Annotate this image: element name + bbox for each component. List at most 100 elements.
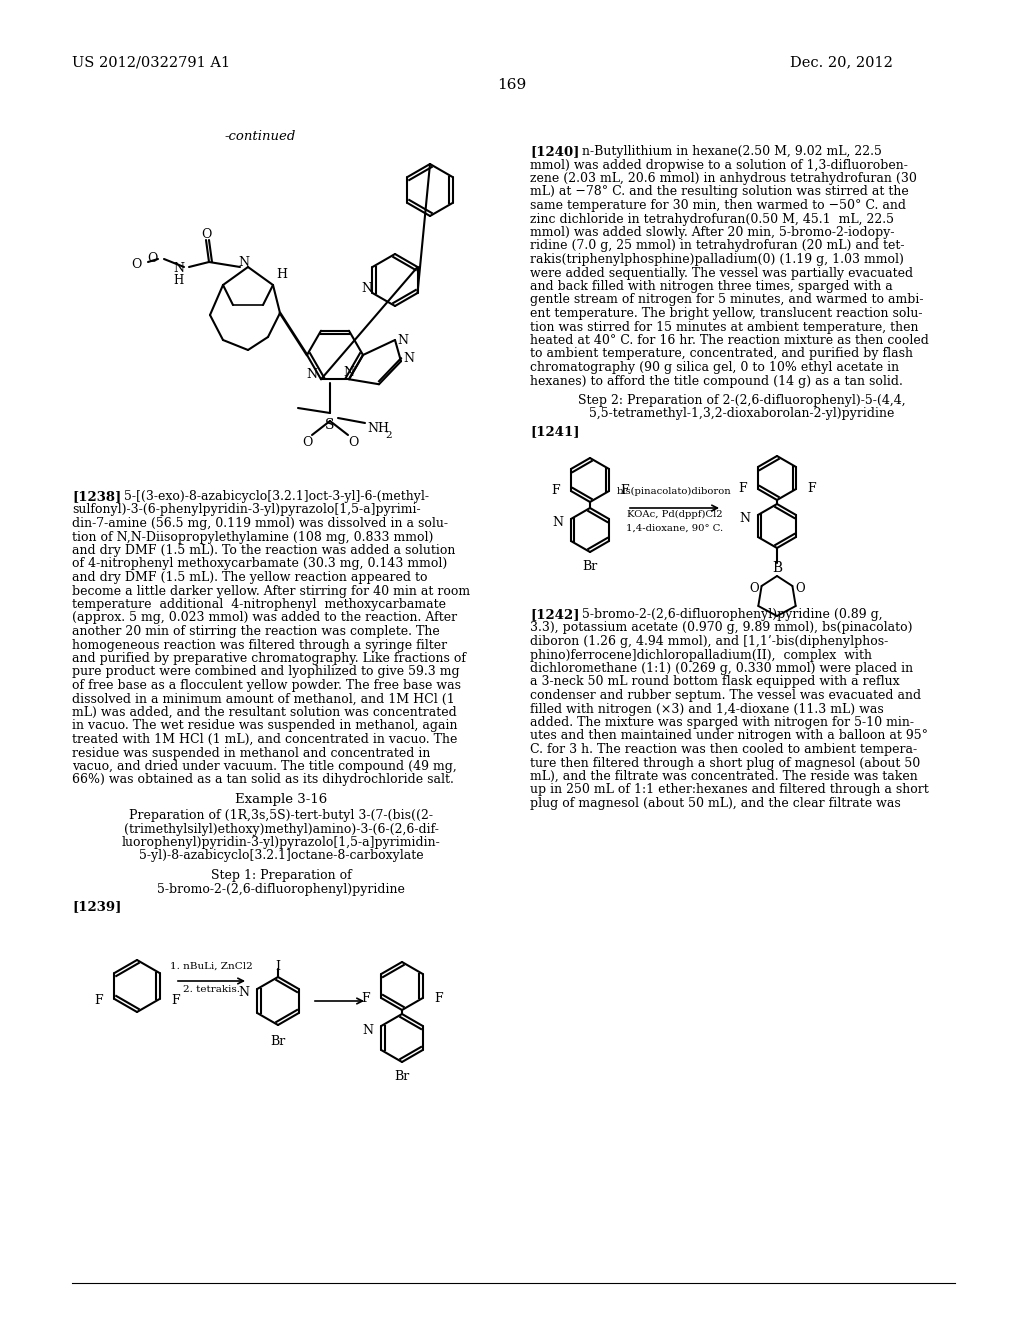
Text: plug of magnesol (about 50 mL), and the clear filtrate was: plug of magnesol (about 50 mL), and the … bbox=[530, 797, 901, 810]
Text: C. for 3 h. The reaction was then cooled to ambient tempera-: C. for 3 h. The reaction was then cooled… bbox=[530, 743, 918, 756]
Text: utes and then maintained under nitrogen with a balloon at 95°: utes and then maintained under nitrogen … bbox=[530, 730, 928, 742]
Text: ridine (7.0 g, 25 mmol) in tetrahydrofuran (20 mL) and tet-: ridine (7.0 g, 25 mmol) in tetrahydrofur… bbox=[530, 239, 904, 252]
Text: N: N bbox=[361, 281, 372, 294]
Text: (trimethylsilyl)ethoxy)methyl)amino)-3-(6-(2,6-dif-: (trimethylsilyl)ethoxy)methyl)amino)-3-(… bbox=[124, 822, 438, 836]
Text: added. The mixture was sparged with nitrogen for 5-10 min-: added. The mixture was sparged with nitr… bbox=[530, 715, 914, 729]
Text: mL), and the filtrate was concentrated. The reside was taken: mL), and the filtrate was concentrated. … bbox=[530, 770, 918, 783]
Text: to ambient temperature, concentrated, and purified by flash: to ambient temperature, concentrated, an… bbox=[530, 347, 913, 360]
Text: Br: Br bbox=[270, 1035, 286, 1048]
Text: 5-bromo-2-(2,6-difluorophenyl)pyridine: 5-bromo-2-(2,6-difluorophenyl)pyridine bbox=[157, 883, 404, 895]
Text: of free base as a flocculent yellow powder. The free base was: of free base as a flocculent yellow powd… bbox=[72, 678, 461, 692]
Text: F: F bbox=[620, 483, 629, 496]
Text: N: N bbox=[362, 1023, 373, 1036]
Text: F: F bbox=[551, 483, 560, 496]
Text: N: N bbox=[343, 366, 354, 379]
Text: sulfonyl)-3-(6-phenylpyridin-3-yl)pyrazolo[1,5-a]pyrimi-: sulfonyl)-3-(6-phenylpyridin-3-yl)pyrazo… bbox=[72, 503, 421, 516]
Text: N: N bbox=[552, 516, 563, 528]
Text: a 3-neck 50 mL round bottom flask equipped with a reflux: a 3-neck 50 mL round bottom flask equipp… bbox=[530, 676, 900, 689]
Text: tion of N,N-Diisopropylethylamine (108 mg, 0.833 mmol): tion of N,N-Diisopropylethylamine (108 m… bbox=[72, 531, 433, 544]
Text: [1238]: [1238] bbox=[72, 490, 121, 503]
Text: (approx. 5 mg, 0.023 mmol) was added to the reaction. After: (approx. 5 mg, 0.023 mmol) was added to … bbox=[72, 611, 457, 624]
Text: O: O bbox=[749, 582, 759, 594]
Text: B: B bbox=[772, 561, 782, 576]
Text: 1. nBuLi, ZnCl2: 1. nBuLi, ZnCl2 bbox=[170, 962, 253, 972]
Text: dichloromethane (1:1) (0.269 g, 0.330 mmol) were placed in: dichloromethane (1:1) (0.269 g, 0.330 mm… bbox=[530, 663, 913, 675]
Text: in vacuo. The wet residue was suspended in methanol, again: in vacuo. The wet residue was suspended … bbox=[72, 719, 458, 733]
Text: 5,5-tetramethyl-1,3,2-dioxaborolan-2-yl)pyridine: 5,5-tetramethyl-1,3,2-dioxaborolan-2-yl)… bbox=[590, 408, 895, 421]
Text: 5-yl)-8-azabicyclo[3.2.1]octane-8-carboxylate: 5-yl)-8-azabicyclo[3.2.1]octane-8-carbox… bbox=[138, 850, 423, 862]
Text: Br: Br bbox=[394, 1071, 410, 1082]
Text: bis(pinacolato)diboron: bis(pinacolato)diboron bbox=[617, 487, 732, 496]
Text: N: N bbox=[239, 256, 250, 268]
Text: NH: NH bbox=[367, 421, 389, 434]
Text: [1240]: [1240] bbox=[530, 145, 580, 158]
Text: F: F bbox=[94, 994, 103, 1006]
Text: zinc dichloride in tetrahydrofuran(0.50 M, 45.1  mL, 22.5: zinc dichloride in tetrahydrofuran(0.50 … bbox=[530, 213, 894, 226]
Text: ent temperature. The bright yellow, translucent reaction solu-: ent temperature. The bright yellow, tran… bbox=[530, 308, 923, 319]
Text: gentle stream of nitrogen for 5 minutes, and warmed to ambi-: gentle stream of nitrogen for 5 minutes,… bbox=[530, 293, 924, 306]
Text: filled with nitrogen (×3) and 1,4-dioxane (11.3 mL) was: filled with nitrogen (×3) and 1,4-dioxan… bbox=[530, 702, 884, 715]
Text: 3.3), potassium acetate (0.970 g, 9.89 mmol), bs(pinacolato): 3.3), potassium acetate (0.970 g, 9.89 m… bbox=[530, 622, 912, 635]
Text: Dec. 20, 2012: Dec. 20, 2012 bbox=[790, 55, 893, 69]
Text: Preparation of (1R,3s,5S)-tert-butyl 3-(7-(bis((2-: Preparation of (1R,3s,5S)-tert-butyl 3-(… bbox=[129, 809, 433, 822]
Text: F: F bbox=[361, 991, 370, 1005]
Text: and dry DMF (1.5 mL). To the reaction was added a solution: and dry DMF (1.5 mL). To the reaction wa… bbox=[72, 544, 456, 557]
Text: H: H bbox=[174, 273, 184, 286]
Text: O: O bbox=[147, 252, 158, 265]
Text: N: N bbox=[238, 986, 249, 999]
Text: Br: Br bbox=[583, 560, 598, 573]
Text: Step 1: Preparation of: Step 1: Preparation of bbox=[211, 869, 351, 882]
Text: F: F bbox=[807, 482, 816, 495]
Text: mL) at −78° C. and the resulting solution was stirred at the: mL) at −78° C. and the resulting solutio… bbox=[530, 186, 908, 198]
Text: US 2012/0322791 A1: US 2012/0322791 A1 bbox=[72, 55, 230, 69]
Text: O: O bbox=[132, 257, 142, 271]
Text: 5-bromo-2-(2,6-difluorophenyl)pyridine (0.89 g,: 5-bromo-2-(2,6-difluorophenyl)pyridine (… bbox=[582, 609, 883, 620]
Text: [1239]: [1239] bbox=[72, 900, 122, 913]
Text: luorophenyl)pyridin-3-yl)pyrazolo[1,5-a]pyrimidin-: luorophenyl)pyridin-3-yl)pyrazolo[1,5-a]… bbox=[122, 836, 440, 849]
Text: chromatography (90 g silica gel, 0 to 10% ethyl acetate in: chromatography (90 g silica gel, 0 to 10… bbox=[530, 360, 899, 374]
Text: of 4-nitrophenyl methoxycarbamate (30.3 mg, 0.143 mmol): of 4-nitrophenyl methoxycarbamate (30.3 … bbox=[72, 557, 447, 570]
Text: diboron (1.26 g, 4.94 mmol), and [1,1’-bis(diphenylphos-: diboron (1.26 g, 4.94 mmol), and [1,1’-b… bbox=[530, 635, 888, 648]
Text: [1241]: [1241] bbox=[530, 425, 580, 438]
Text: I: I bbox=[275, 961, 281, 974]
Text: KOAc, Pd(dppf)Cl2: KOAc, Pd(dppf)Cl2 bbox=[627, 510, 722, 519]
Text: vacuo, and dried under vacuum. The title compound (49 mg,: vacuo, and dried under vacuum. The title… bbox=[72, 760, 457, 774]
Text: residue was suspended in methanol and concentrated in: residue was suspended in methanol and co… bbox=[72, 747, 430, 759]
Text: Example 3-16: Example 3-16 bbox=[234, 793, 327, 807]
Text: up in 250 mL of 1:1 ether:hexanes and filtered through a short: up in 250 mL of 1:1 ether:hexanes and fi… bbox=[530, 784, 929, 796]
Text: were added sequentially. The vessel was partially evacuated: were added sequentially. The vessel was … bbox=[530, 267, 913, 280]
Text: N: N bbox=[306, 368, 317, 380]
Text: F: F bbox=[171, 994, 179, 1006]
Text: mL) was added, and the resultant solution was concentrated: mL) was added, and the resultant solutio… bbox=[72, 706, 457, 719]
Text: 2. tetrakis.: 2. tetrakis. bbox=[183, 985, 240, 994]
Text: homogeneous reaction was filtered through a syringe filter: homogeneous reaction was filtered throug… bbox=[72, 639, 447, 652]
Text: 2: 2 bbox=[385, 430, 391, 440]
Text: O: O bbox=[796, 582, 805, 594]
Text: pure product were combined and lyophilized to give 59.3 mg: pure product were combined and lyophiliz… bbox=[72, 665, 460, 678]
Text: n-Butyllithium in hexane(2.50 M, 9.02 mL, 22.5: n-Butyllithium in hexane(2.50 M, 9.02 mL… bbox=[582, 145, 882, 158]
Text: din-7-amine (56.5 mg, 0.119 mmol) was dissolved in a solu-: din-7-amine (56.5 mg, 0.119 mmol) was di… bbox=[72, 517, 449, 531]
Text: [1242]: [1242] bbox=[530, 609, 580, 620]
Text: zene (2.03 mL, 20.6 mmol) in anhydrous tetrahydrofuran (30: zene (2.03 mL, 20.6 mmol) in anhydrous t… bbox=[530, 172, 916, 185]
Text: S: S bbox=[326, 418, 335, 432]
Text: N: N bbox=[403, 351, 414, 364]
Text: -continued: -continued bbox=[224, 129, 296, 143]
Text: become a little darker yellow. After stirring for 40 min at room: become a little darker yellow. After sti… bbox=[72, 585, 470, 598]
Text: tion was stirred for 15 minutes at ambient temperature, then: tion was stirred for 15 minutes at ambie… bbox=[530, 321, 919, 334]
Text: 1,4-dioxane, 90° C.: 1,4-dioxane, 90° C. bbox=[626, 524, 723, 533]
Text: heated at 40° C. for 16 hr. The reaction mixture as then cooled: heated at 40° C. for 16 hr. The reaction… bbox=[530, 334, 929, 347]
Text: N: N bbox=[739, 511, 750, 524]
Text: and back filled with nitrogen three times, sparged with a: and back filled with nitrogen three time… bbox=[530, 280, 893, 293]
Text: O: O bbox=[201, 227, 211, 240]
Text: phino)ferrocene]dichloropalladium(II),  complex  with: phino)ferrocene]dichloropalladium(II), c… bbox=[530, 648, 872, 661]
Text: Step 2: Preparation of 2-(2,6-difluorophenyl)-5-(4,4,: Step 2: Preparation of 2-(2,6-difluoroph… bbox=[579, 393, 906, 407]
Text: ture then filtered through a short plug of magnesol (about 50: ture then filtered through a short plug … bbox=[530, 756, 921, 770]
Text: hexanes) to afford the title compound (14 g) as a tan solid.: hexanes) to afford the title compound (1… bbox=[530, 375, 903, 388]
Text: and purified by preparative chromatography. Like fractions of: and purified by preparative chromatograp… bbox=[72, 652, 466, 665]
Text: temperature  additional  4-nitrophenyl  methoxycarbamate: temperature additional 4-nitrophenyl met… bbox=[72, 598, 446, 611]
Text: condenser and rubber septum. The vessel was evacuated and: condenser and rubber septum. The vessel … bbox=[530, 689, 922, 702]
Text: same temperature for 30 min, then warmed to −50° C. and: same temperature for 30 min, then warmed… bbox=[530, 199, 906, 213]
Text: dissolved in a minimum amount of methanol, and 1M HCl (1: dissolved in a minimum amount of methano… bbox=[72, 693, 455, 705]
Text: treated with 1M HCl (1 mL), and concentrated in vacuo. The: treated with 1M HCl (1 mL), and concentr… bbox=[72, 733, 458, 746]
Text: mmol) was added slowly. After 20 min, 5-bromo-2-iodopy-: mmol) was added slowly. After 20 min, 5-… bbox=[530, 226, 895, 239]
